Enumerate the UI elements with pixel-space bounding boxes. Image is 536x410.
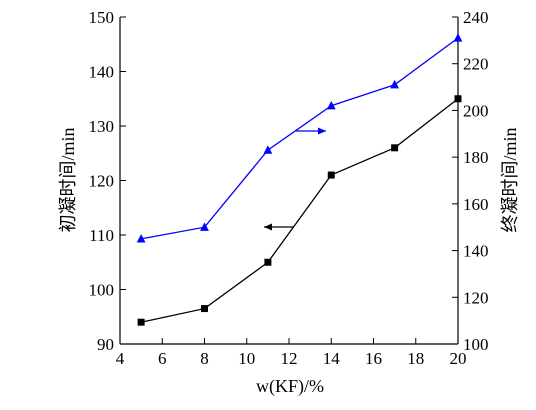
y-left-tick-label: 90	[97, 335, 114, 354]
data-point-square	[201, 305, 208, 313]
x-tick-label: 20	[450, 349, 467, 368]
x-tick-label: 6	[158, 349, 167, 368]
y-axis-title-right: 终凝时间/min	[500, 127, 520, 232]
series-line-right	[141, 37, 459, 240]
x-tick-label: 4	[116, 349, 125, 368]
series-line-left	[140, 98, 459, 323]
axis-ticks: 4 6 8 10 12 14 16 18 20 90 100 110 120 130 140 150 100 12…	[89, 8, 489, 368]
y-right-tick-label: 240	[463, 8, 489, 27]
x-tick-label: 14	[323, 349, 341, 368]
x-tick-label: 18	[407, 349, 424, 368]
y-left-tick-label: 110	[89, 226, 114, 245]
data-point-triangle	[136, 234, 146, 243]
y-left-tick-label: 150	[89, 8, 115, 27]
annotations	[264, 127, 326, 231]
x-tick-label: 10	[238, 349, 255, 368]
data-point-square	[391, 144, 399, 152]
data-point-triangle	[326, 100, 336, 110]
data-point-square	[264, 258, 272, 266]
arrow-to-left-axis	[264, 223, 294, 231]
y-right-tick-label: 160	[463, 195, 489, 214]
data-point-square	[454, 95, 462, 103]
y-left-tick-label: 140	[89, 63, 115, 82]
y-right-tick-label: 180	[463, 148, 489, 167]
x-tick-label: 16	[365, 349, 382, 368]
data-point-triangle	[453, 33, 463, 42]
y-left-tick-label: 120	[89, 172, 115, 191]
arrow-to-right-axis	[296, 127, 326, 135]
data-point-square	[137, 318, 145, 326]
y-right-tick-label: 120	[463, 288, 489, 307]
data-point-triangle	[390, 79, 400, 89]
data-point-square	[327, 171, 335, 179]
x-tick-label: 12	[281, 349, 298, 368]
y-left-tick-label: 130	[89, 117, 115, 136]
data-series	[136, 33, 463, 326]
y-left-tick-label: 100	[89, 281, 115, 300]
y-right-tick-label: 220	[463, 55, 489, 74]
arrow-to-left-axis-head	[264, 223, 272, 231]
x-axis-title: w(KF)/%	[256, 376, 324, 397]
data-point-triangle	[263, 145, 273, 154]
y-right-tick-label: 200	[463, 101, 489, 120]
data-point-triangle	[200, 222, 209, 231]
x-tick-label: 8	[200, 349, 209, 368]
y-right-tick-label: 140	[463, 242, 489, 261]
y-axis-title-left: 初凝时间/min	[58, 127, 78, 232]
arrow-to-right-axis-head	[318, 127, 326, 135]
y-right-tick-label: 100	[463, 335, 489, 354]
plot-frame	[119, 17, 459, 345]
